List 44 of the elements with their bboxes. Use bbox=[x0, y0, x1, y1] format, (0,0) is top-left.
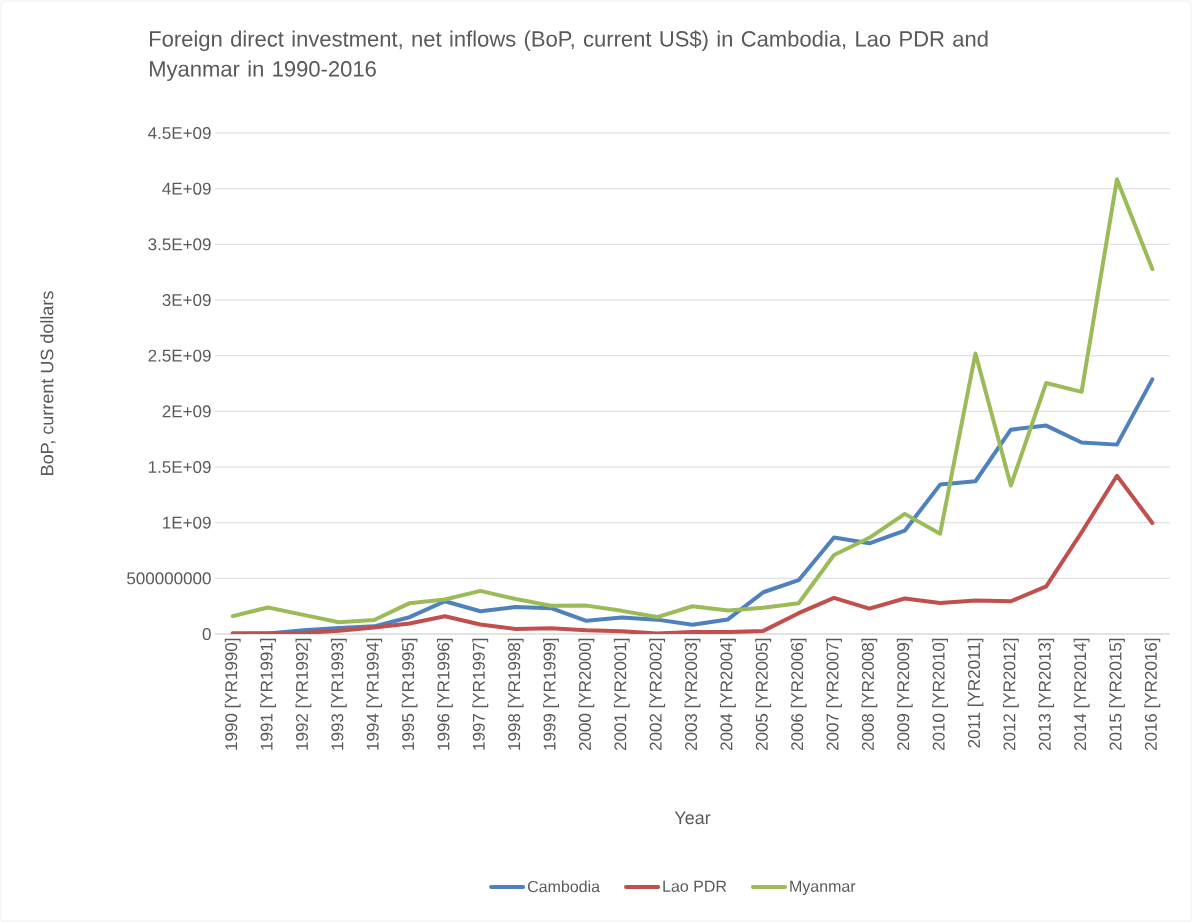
y-axis-title: BoP, current US dollars bbox=[40, 291, 56, 475]
x-tick-label: 2013 [YR2013] bbox=[1038, 638, 1055, 751]
y-tick-label: 0 bbox=[202, 627, 211, 641]
y-tick-label: 4.5E+09 bbox=[148, 126, 211, 140]
x-tick-label: 1990 [YR1990] bbox=[224, 638, 241, 750]
x-tick-label: 2012 [YR2012] bbox=[1002, 638, 1019, 751]
line-series bbox=[230, 177, 1155, 625]
x-tick-label: 2006 [YR2006] bbox=[790, 638, 807, 751]
x-tick-label: 2009 [YR2009] bbox=[896, 638, 913, 751]
y-tick-label: 3.5E+09 bbox=[148, 238, 211, 251]
x-tick-label: 2015 [YR2015] bbox=[1109, 638, 1125, 751]
x-tick-label: 1992 [YR1992] bbox=[295, 638, 312, 750]
x-tick-label: 1994 [YR1994] bbox=[366, 638, 383, 750]
x-tick-label: 2007 [YR2007] bbox=[826, 638, 842, 751]
x-tick-label: 1993 [YR1993] bbox=[330, 638, 347, 750]
legend-label: Lao PDR bbox=[663, 880, 727, 892]
y-tick-label: 2.5E+09 bbox=[148, 349, 211, 362]
y-tick-label: 2E+09 bbox=[162, 405, 211, 418]
x-axis-title: Year bbox=[674, 811, 711, 825]
x-tick-label: 1999 [YR1999] bbox=[543, 638, 559, 750]
x-tick-label: 2003 [YR2003] bbox=[684, 638, 701, 751]
x-tick-label: 2011 [YR2011] bbox=[967, 638, 984, 748]
x-tick-label: 1995 [YR1995] bbox=[401, 638, 418, 750]
x-tick-label: 2010 [YR2010] bbox=[932, 638, 949, 751]
legend-label: Cambodia bbox=[527, 880, 601, 893]
chart-title: Foreign direct investment, net inflows (BoP, current US$) in Cambodia, Lao PDR and Myanmar in 1990-2016 bbox=[150, 30, 988, 82]
y-tick-label: 500000000 bbox=[127, 572, 211, 585]
x-tick-label: 1998 [YR1998] bbox=[507, 638, 524, 750]
x-tick-label: 2004 [YR2004] bbox=[719, 638, 736, 751]
x-tick-label: 1996 [YR1996] bbox=[436, 638, 453, 750]
x-tick-label: 2005 [YR2005] bbox=[755, 638, 772, 751]
x-tick-label: 2000 [YR2000] bbox=[578, 638, 595, 751]
x-tick-label: 2001 [YR2001] bbox=[613, 638, 630, 751]
x-tick-label: 1997 [YR1997] bbox=[472, 638, 489, 750]
x-tick-label: 2016 [YR2016] bbox=[1144, 638, 1161, 751]
x-tick-label: 2014 [YR2014] bbox=[1073, 638, 1090, 751]
y-tick-label: 1E+09 bbox=[163, 516, 211, 529]
x-tick-label: 2008 [YR2008] bbox=[861, 638, 878, 751]
y-tick-label: 4E+09 bbox=[162, 182, 211, 195]
y-tick-label: 1.5E+09 bbox=[148, 460, 211, 474]
x-tick-label: 2002 [YR2002] bbox=[649, 638, 666, 751]
x-tick-label: 1991 [YR1991] bbox=[260, 638, 276, 750]
y-tick-label: 3E+09 bbox=[162, 293, 211, 307]
legend-label: Myanmar bbox=[790, 880, 856, 896]
